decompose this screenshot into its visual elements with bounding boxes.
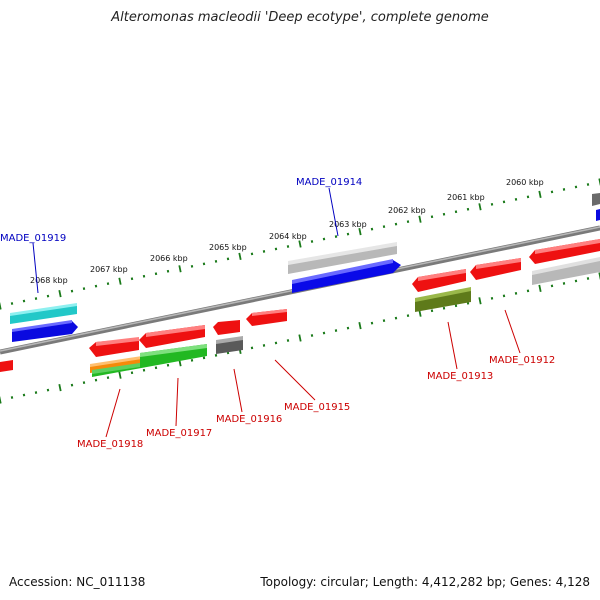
kbp-label: 2066 kbp xyxy=(150,254,188,263)
major-tick xyxy=(0,302,2,310)
major-tick xyxy=(298,240,302,248)
gene-label[interactable]: MADE_01916 xyxy=(216,414,282,425)
major-tick xyxy=(118,277,122,285)
kbp-label: 2067 kbp xyxy=(90,265,128,274)
gene-label[interactable]: MADE_01912 xyxy=(489,355,555,366)
gene-label[interactable]: MADE_01914 xyxy=(296,177,362,188)
kbp-scale-labels: 2068 kbp 2067 kbp 2066 kbp 2065 kbp 2064… xyxy=(30,178,544,285)
gene-label[interactable]: MADE_01913 xyxy=(427,371,493,382)
gene-label[interactable]: MADE_01918 xyxy=(77,439,143,450)
accession-text: Accession: NC_011138 xyxy=(9,575,146,589)
major-tick xyxy=(58,383,62,392)
gene-feature-red[interactable] xyxy=(213,320,240,335)
gene-label[interactable]: MADE_01917 xyxy=(146,428,212,439)
kbp-label: 2065 kbp xyxy=(209,243,247,252)
map-title: Alteromonas macleodii 'Deep ecotype', co… xyxy=(111,10,489,25)
major-tick xyxy=(538,284,542,293)
kbp-label: 2062 kbp xyxy=(388,206,426,215)
genome-summary-text: Topology: circular; Length: 4,412,282 bp… xyxy=(260,575,590,589)
kbp-label: 2061 kbp xyxy=(447,193,485,202)
gene-feature-red[interactable] xyxy=(0,360,13,372)
major-tick xyxy=(478,297,482,305)
major-tick xyxy=(418,215,422,223)
plus-strand-features xyxy=(10,193,600,342)
kbp-label: 2060 kbp xyxy=(506,178,544,187)
gene-feature-olive[interactable] xyxy=(415,288,471,312)
gene-feature-cyan[interactable] xyxy=(10,304,77,324)
gene-label[interactable]: MADE_01915 xyxy=(284,402,350,413)
kbp-label: 2068 kbp xyxy=(30,276,68,285)
gene-feature-light-gray[interactable] xyxy=(532,258,600,285)
major-tick xyxy=(478,203,482,211)
major-tick xyxy=(118,371,122,379)
lower-tick-track xyxy=(0,272,600,404)
gene-feature-blue[interactable] xyxy=(12,321,78,342)
gene-feature-blue[interactable] xyxy=(596,209,600,221)
gene-feature-gray[interactable] xyxy=(592,193,600,206)
major-tick xyxy=(0,396,2,404)
upper-tick-track xyxy=(0,178,600,310)
major-tick xyxy=(358,321,362,330)
major-tick xyxy=(298,334,302,342)
gene-labels: MADE_01919 MADE_01914 MADE_01918 MADE_01… xyxy=(0,177,555,450)
major-tick xyxy=(178,265,182,273)
major-tick xyxy=(358,227,362,236)
kbp-label: 2063 kbp xyxy=(329,220,367,229)
kbp-label: 2064 kbp xyxy=(269,232,307,241)
major-tick xyxy=(538,190,542,199)
gene-label[interactable]: MADE_01919 xyxy=(0,233,66,244)
major-tick xyxy=(58,289,62,298)
major-tick xyxy=(238,252,242,261)
leader-lines xyxy=(32,187,521,438)
gene-feature-blue[interactable] xyxy=(292,260,401,293)
minus-strand-features xyxy=(0,239,600,377)
